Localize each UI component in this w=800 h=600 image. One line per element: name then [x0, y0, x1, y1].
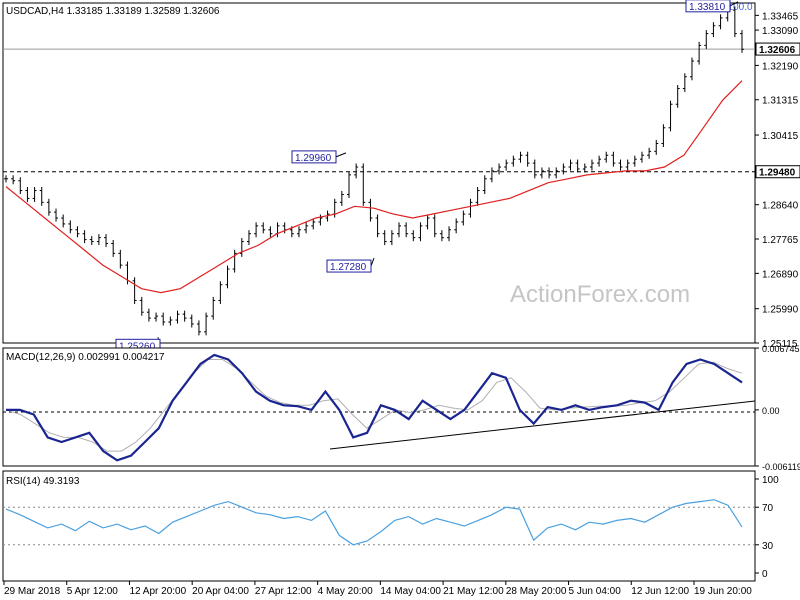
x-tick-label: 19 Jun 20:00: [694, 586, 752, 597]
rsi-panel: RSI(14) 49.3193 100 70 30 0: [2, 470, 779, 582]
price-tick-label: 1.28640: [762, 201, 799, 212]
fe-label: FE 100.0: [712, 2, 753, 13]
annotation-leader: [335, 152, 347, 158]
macd-tick-label: 0.00: [762, 406, 780, 416]
annotation-box: [291, 150, 337, 164]
price-tick-label: 1.33465: [762, 11, 799, 22]
x-tick-label: 4 May 20:00: [318, 586, 373, 597]
price-tick-label: 1.31315: [762, 96, 799, 107]
x-tick-label: 12 Jun 12:00: [631, 586, 689, 597]
x-tick-label: 28 May 20:00: [506, 586, 567, 597]
rsi-line: [5, 499, 743, 546]
macd-signal-line: [5, 359, 743, 452]
annotation-box: [326, 259, 372, 273]
annotation-label: 1.25260: [119, 341, 156, 352]
annotation-label: 1.33810: [689, 2, 726, 13]
price-y-axis: 1.33465 1.33090 1.32190 1.31315 1.30415 1.286…: [755, 11, 799, 350]
macd-panel: MACD(12,26,9) 0.002991 0.004217 0.006745…: [2, 344, 800, 472]
price-level-box: [755, 165, 800, 179]
rsi-tick-label: 70: [762, 503, 774, 514]
moving-average: [5, 80, 743, 294]
macd-title: MACD(12,26,9) 0.002991 0.004217: [6, 352, 165, 363]
x-tick-label: 21 May 12:00: [443, 586, 504, 597]
price-tick-label: 1.27765: [762, 235, 799, 246]
x-tick-label: 29 Mar 2018: [4, 586, 61, 597]
moving-average-line: [5, 80, 743, 294]
macd-lines: [5, 353, 743, 462]
x-tick-label: 14 May 04:00: [380, 586, 441, 597]
rsi-tick-label: 30: [762, 541, 774, 552]
rsi-tick-label: 0: [762, 569, 768, 580]
macd-tick-label: 0.006745: [762, 344, 800, 354]
price-level-label: 1.32606: [759, 45, 796, 56]
x-tick-label: 5 Apr 12:00: [67, 586, 119, 597]
macd-line: [6, 353, 743, 462]
price-tick-label: 1.25990: [762, 305, 799, 316]
price-level-label: 1.29480: [759, 168, 796, 179]
price-tick-label: 1.26890: [762, 269, 799, 280]
x-tick-label: 5 Jun 04:00: [569, 586, 622, 597]
rsi-y-axis: 100 70 30 0: [755, 475, 779, 580]
rsi-series-line: [5, 499, 743, 546]
macd-y-axis: 0.006745 0.00 -0.006119: [755, 344, 800, 472]
annotation-box: [685, 0, 731, 13]
x-tick-label: 27 Apr 12:00: [255, 586, 312, 597]
price-tick-label: 1.25115: [762, 339, 798, 350]
annotation-label: 1.27280: [330, 262, 367, 273]
price-panel: USDCAD,H4 1.33185 1.33189 1.32589 1.3260…: [2, 0, 800, 352]
price-levels: 1.29480 1.32606: [3, 42, 800, 179]
price-tick-label: 1.33090: [762, 26, 799, 37]
price-tick-label: 1.30415: [762, 131, 799, 142]
price-level-box: [755, 42, 800, 56]
rsi-tick-label: 100: [762, 475, 779, 486]
macd-trendline: [329, 400, 756, 450]
watermark: ActionForex.com: [510, 281, 690, 308]
x-axis: 29 Mar 2018 5 Apr 12:00 12 Apr 20:00 20 Apr…: [3, 580, 755, 597]
rsi-title: RSI(14) 49.3193: [6, 476, 80, 487]
price-title: USDCAD,H4 1.33185 1.33189 1.32589 1.3260…: [6, 6, 220, 17]
macd-tick-label: -0.006119: [762, 462, 800, 472]
annotation-leader: [729, 1, 739, 7]
annotation-label: 1.29960: [295, 153, 332, 164]
x-tick-label: 12 Apr 20:00: [129, 586, 186, 597]
x-tick-label: 20 Apr 04:00: [192, 586, 249, 597]
rsi-levels: [3, 506, 755, 546]
price-tick-label: 1.32190: [762, 61, 799, 72]
